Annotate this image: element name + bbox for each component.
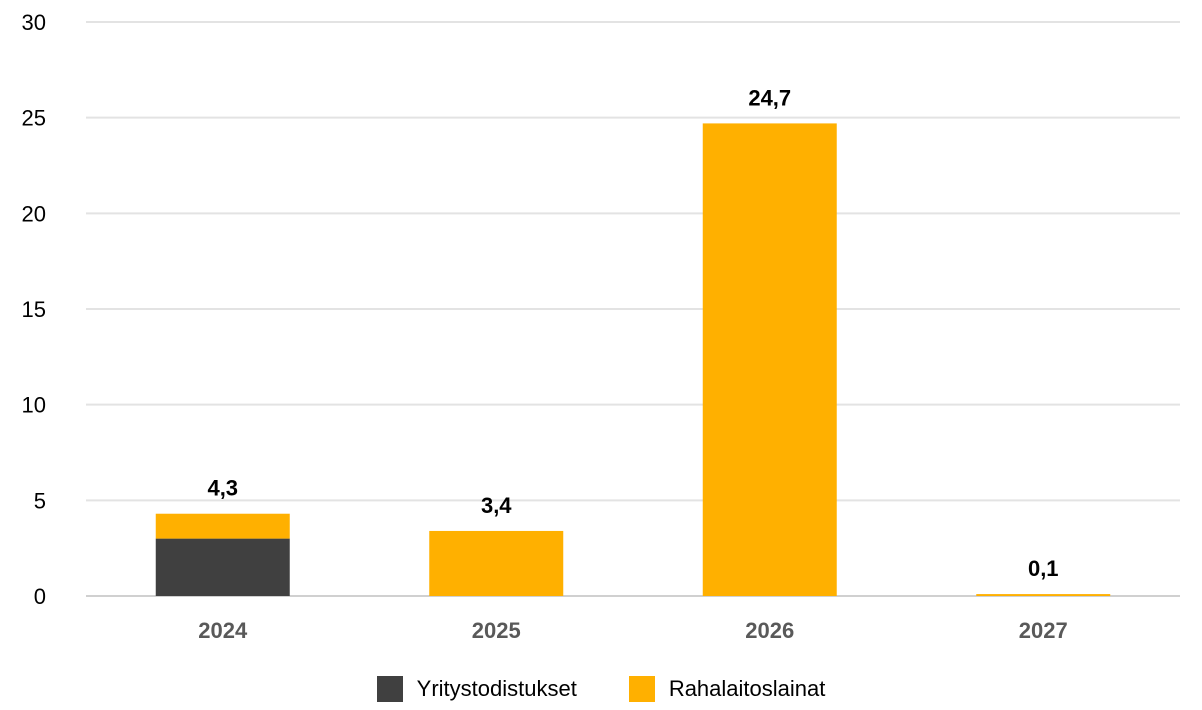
bar-rahalaitoslainat-2024 (155, 513, 290, 539)
y-tick-label: 25 (22, 106, 46, 131)
bars (155, 123, 1111, 596)
legend-item-yritystodistukset: Yritystodistukset (376, 676, 577, 702)
gridlines (86, 21, 1180, 597)
legend-swatch-yritystodistukset (376, 676, 403, 702)
y-tick-label: 0 (34, 584, 46, 609)
y-tick-label: 10 (22, 393, 46, 418)
bar-rahalaitoslainat-2027 (976, 594, 1111, 596)
legend-swatch-rahalaitoslainat (628, 676, 655, 702)
data-label-2026: 24,7 (748, 85, 791, 110)
y-tick-label: 15 (22, 297, 46, 322)
data-labels: 4,3 3,4 24,7 0,1 (207, 85, 1058, 581)
legend-item-rahalaitoslainat: Rahalaitoslainat (628, 676, 826, 702)
x-tick-label-2026: 2026 (745, 618, 794, 643)
legend-label-rahalaitoslainat: Rahalaitoslainat (668, 676, 826, 701)
x-axis-ticks: 2024 2025 2026 2027 (198, 618, 1067, 643)
data-label-2027: 0,1 (1028, 556, 1059, 581)
bar-rahalaitoslainat-2025 (429, 530, 564, 596)
bar-rahalaitoslainat-2026 (702, 123, 837, 596)
data-label-2025: 3,4 (481, 493, 512, 518)
x-tick-label-2027: 2027 (1019, 618, 1068, 643)
legend-label-yritystodistukset: Yritystodistukset (416, 676, 577, 701)
x-tick-label-2024: 2024 (198, 618, 248, 643)
y-tick-label: 30 (22, 10, 46, 35)
y-axis-ticks: 0 5 10 15 20 25 30 (22, 10, 46, 609)
data-label-2024: 4,3 (207, 476, 238, 501)
x-tick-label-2025: 2025 (472, 618, 521, 643)
y-tick-label: 20 (22, 201, 46, 226)
bar-yritystodistukset-2024 (155, 538, 290, 596)
legend: Yritystodistukset Rahalaitoslainat (0, 676, 1202, 702)
y-tick-label: 5 (34, 488, 46, 513)
